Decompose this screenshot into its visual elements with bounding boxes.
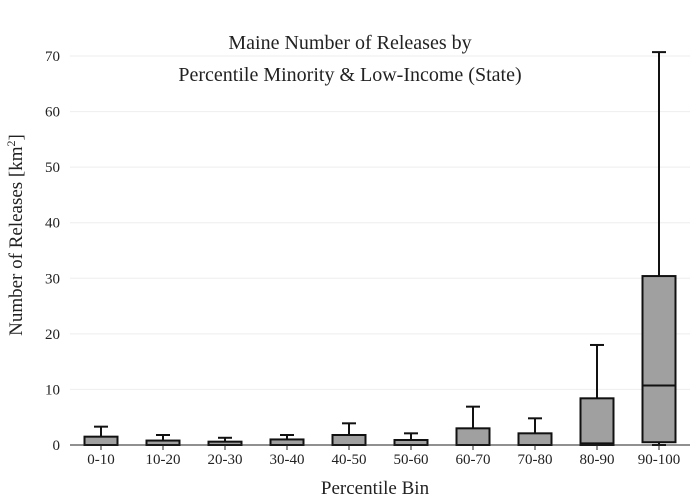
y-tick-label: 0 bbox=[53, 438, 61, 454]
y-tick-label: 20 bbox=[45, 327, 60, 343]
box-90-100 bbox=[641, 51, 677, 446]
y-axis-label-superscript: 2 bbox=[4, 140, 18, 146]
box-0-10 bbox=[83, 425, 119, 446]
y-axis-label: Number of Releases [km2] bbox=[4, 134, 27, 336]
x-axis-ticks: 0-10 10-20 20-30 30-40 40-50 50-60 60-70 70-80 8… bbox=[87, 445, 680, 468]
x-tick-label: 10-20 bbox=[146, 452, 181, 468]
x-tick-label: 80-90 bbox=[580, 452, 615, 468]
boxes bbox=[83, 51, 677, 447]
x-tick-label: 20-30 bbox=[208, 452, 243, 468]
x-tick-label: 90-100 bbox=[638, 452, 681, 468]
y-tick-label: 30 bbox=[45, 271, 60, 287]
box-body bbox=[83, 435, 119, 446]
y-tick-label: 60 bbox=[45, 105, 60, 121]
y-tick-label: 10 bbox=[45, 382, 60, 398]
y-axis-label-main: Number of Releases [km bbox=[6, 146, 27, 336]
x-tick-label: 50-60 bbox=[394, 452, 429, 468]
y-axis-ticks: 0 10 20 30 40 50 60 70 bbox=[45, 49, 60, 454]
box-10-20 bbox=[145, 433, 181, 447]
box-30-40 bbox=[269, 433, 305, 447]
y-tick-label: 70 bbox=[45, 49, 60, 65]
y-tick-label: 50 bbox=[45, 160, 60, 176]
x-tick-label: 30-40 bbox=[270, 452, 305, 468]
chart-title-line-1: Maine Number of Releases by bbox=[228, 32, 471, 54]
box-80-90 bbox=[579, 343, 615, 447]
box-body bbox=[331, 433, 367, 446]
box-20-30 bbox=[207, 436, 243, 446]
box-50-60 bbox=[393, 432, 429, 446]
x-tick-label: 0-10 bbox=[87, 452, 115, 468]
box-40-50 bbox=[331, 422, 367, 446]
y-tick-label: 40 bbox=[45, 216, 60, 232]
box-body bbox=[517, 432, 553, 446]
grid-lines bbox=[70, 55, 690, 390]
box-70-80 bbox=[517, 417, 553, 446]
y-axis-label-close: ] bbox=[6, 134, 27, 140]
box-body bbox=[455, 427, 491, 447]
x-tick-label: 40-50 bbox=[332, 452, 367, 468]
x-axis-label: Percentile Bin bbox=[321, 478, 430, 499]
box-body bbox=[641, 275, 677, 444]
box-60-70 bbox=[455, 405, 491, 447]
box-body bbox=[579, 397, 615, 447]
x-tick-label: 60-70 bbox=[456, 452, 491, 468]
chart-title-line-2: Percentile Minority & Low-Income (State) bbox=[178, 64, 521, 86]
x-tick-label: 70-80 bbox=[518, 452, 553, 468]
